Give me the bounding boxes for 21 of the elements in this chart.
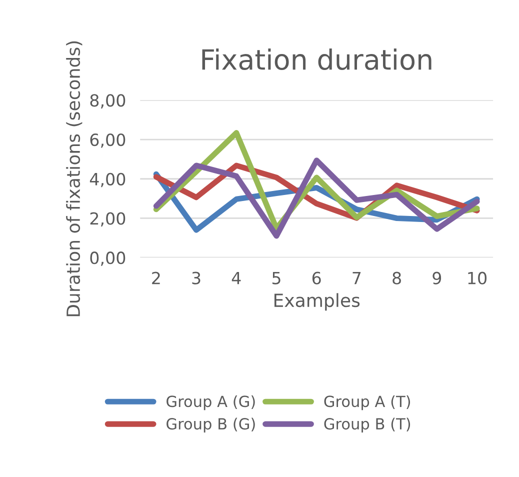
legend-label: Group A (T): [324, 395, 410, 410]
x-tick-label: 9: [432, 272, 442, 284]
x-tick-label: 5: [272, 272, 280, 284]
x-tick-label: 3: [192, 272, 200, 284]
x-tick-label: 10: [468, 272, 487, 284]
legend-label: Group A (G): [166, 395, 255, 410]
x-tick-label: 2: [152, 272, 160, 284]
x-tick-label: 7: [352, 272, 361, 284]
y-tick-label: 8,00: [90, 94, 126, 108]
y-tick-label: 0,00: [90, 252, 126, 266]
x-tick-label: 4: [232, 272, 241, 284]
y-tick-label: 4,00: [90, 172, 126, 188]
legend-label: Group B (T): [324, 418, 410, 433]
chart-title: Fixation duration: [202, 48, 432, 70]
y-tick-label: 6,00: [90, 133, 126, 148]
x-tick-label: 8: [392, 272, 401, 284]
legend-label: Group B (G): [166, 418, 255, 433]
x-axis-title: Examples: [274, 293, 360, 311]
x-tick-label: 6: [312, 272, 321, 284]
y-axis-title: Duration of fixations (seconds): [66, 41, 82, 316]
y-tick-label: 2,00: [90, 212, 126, 226]
